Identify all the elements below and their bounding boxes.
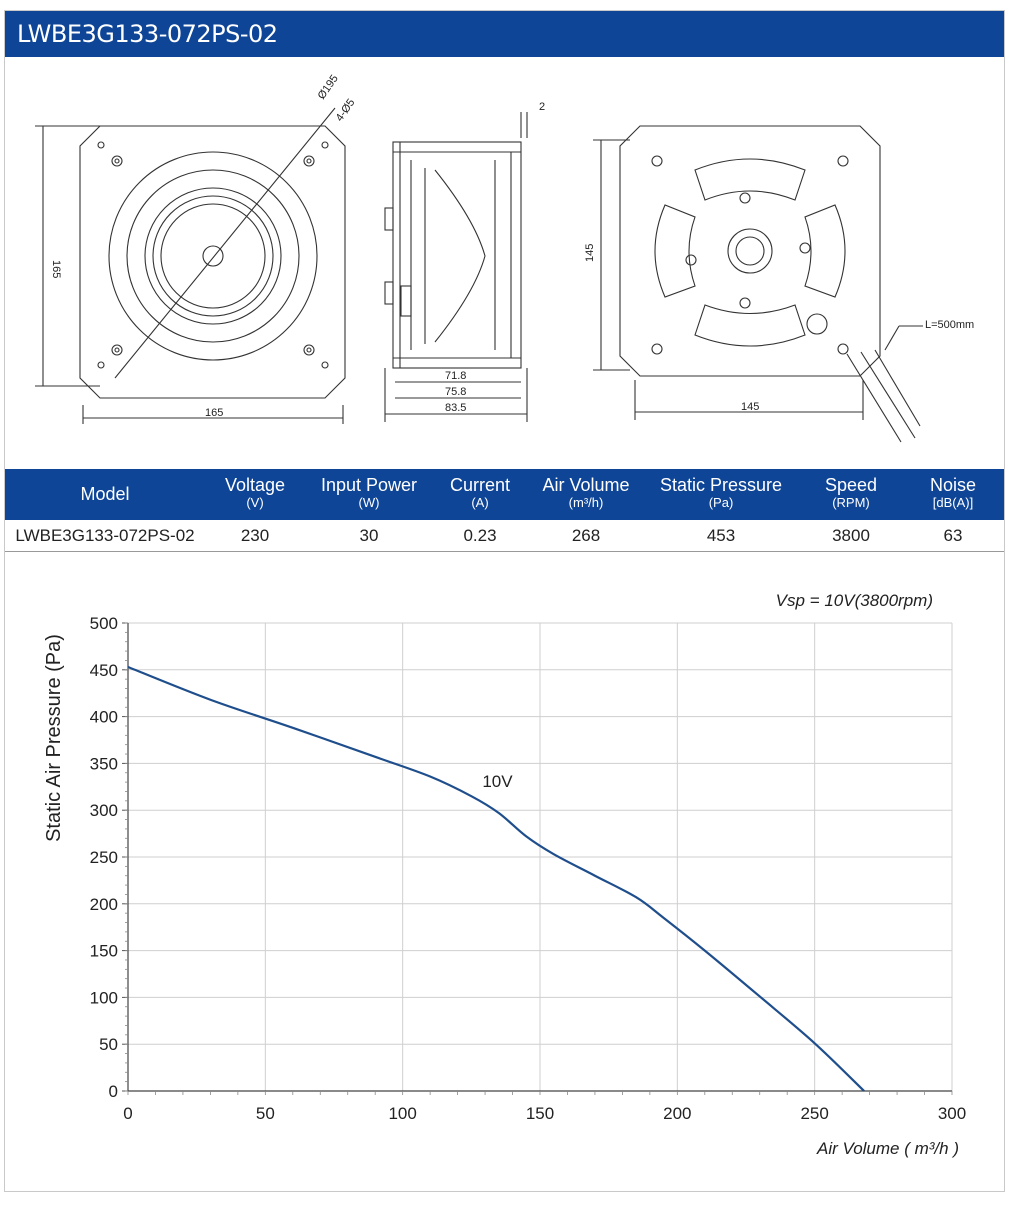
front-view (35, 107, 346, 424)
front-diameter-label: Ø195 (316, 73, 341, 102)
x-tick-label: 200 (663, 1104, 691, 1123)
cable-length-label: L=500mm (925, 319, 974, 331)
col-static-pressure: Static Pressure (Pa) (659, 475, 783, 510)
cell-speed: 3800 (832, 526, 870, 545)
page-title: LWBE3G133-072PS-02 (17, 20, 278, 48)
col-voltage: Voltage (V) (224, 475, 286, 510)
x-tick-label: 150 (526, 1104, 554, 1123)
y-tick-label: 500 (90, 614, 118, 633)
y-tick-label: 50 (99, 1035, 118, 1054)
technical-drawing: 165 165 Ø195 4-Ø5 2 71.8 75.8 83.5 145 1… (35, 73, 974, 443)
rear-view (593, 125, 923, 443)
page-frame (4, 10, 1005, 1192)
y-tick-label: 200 (90, 895, 118, 914)
side-view (384, 112, 528, 422)
rear-height-label: 145 (584, 244, 596, 262)
chart-grid (128, 622, 953, 1091)
front-height-label: 165 (50, 260, 62, 278)
side-dim-3-label: 83.5 (445, 402, 466, 414)
cell-input-power: 30 (359, 526, 379, 545)
y-tick-label: 150 (90, 942, 118, 961)
x-axis-label: Air Volume ( m³/h ) (816, 1139, 959, 1158)
x-tick-label: 0 (123, 1104, 132, 1123)
chart-ticks: 0 50 100 150 200 250 300 0 50 100 150 200 250 300 350 4… (90, 614, 967, 1123)
series-line-10V (127, 665, 865, 1092)
series-label: 10V (482, 772, 513, 791)
y-tick-label: 0 (109, 1082, 118, 1101)
chart-annotation: Vsp = 10V(3800rpm) (776, 591, 933, 610)
performance-chart: 0 50 100 150 200 250 300 0 50 100 150 200 250 300 350 4… (43, 591, 967, 1158)
y-axis-label: Static Air Pressure (Pa) (43, 634, 65, 842)
x-tick-label: 300 (938, 1104, 966, 1123)
y-tick-label: 300 (90, 801, 118, 820)
col-input-power: Input Power (W) (320, 475, 418, 510)
y-tick-label: 450 (90, 661, 118, 680)
y-tick-label: 350 (90, 754, 118, 773)
front-width-label: 165 (205, 407, 223, 419)
col-air-volume: Air Volume (m³/h) (542, 475, 630, 510)
front-holes-label: 4-Ø5 (334, 97, 358, 124)
side-dim-2-label: 75.8 (445, 386, 466, 398)
table-row: LWBE3G133-072PS-02 230 30 0.23 268 453 3… (5, 520, 1004, 552)
spec-table-header: Model Voltage (V) Input Power (W) Curren… (5, 469, 1004, 520)
cell-static-pressure: 453 (706, 526, 736, 545)
chart-series: 10V (127, 665, 865, 1092)
cell-noise: 63 (943, 526, 963, 545)
title-bar: LWBE3G133-072PS-02 (5, 11, 1004, 57)
x-tick-label: 250 (800, 1104, 828, 1123)
cell-air-volume: 268 (571, 526, 601, 545)
col-noise: Noise [dB(A)] (929, 475, 977, 510)
col-speed: Speed (RPM) (824, 475, 878, 510)
cell-current: 0.23 (463, 526, 497, 545)
cell-model: LWBE3G133-072PS-02 (15, 526, 195, 545)
rear-width-label: 145 (741, 401, 759, 413)
y-tick-label: 250 (90, 848, 118, 867)
x-tick-label: 100 (388, 1104, 416, 1123)
x-tick-label: 50 (256, 1104, 275, 1123)
side-dim-1-label: 71.8 (445, 370, 466, 382)
col-current: Current (A) (449, 475, 511, 510)
side-top-label: 2 (539, 101, 545, 113)
y-tick-label: 100 (90, 988, 118, 1007)
cell-voltage: 230 (240, 526, 270, 545)
col-model: Model (80, 484, 130, 504)
y-tick-label: 400 (90, 708, 118, 727)
